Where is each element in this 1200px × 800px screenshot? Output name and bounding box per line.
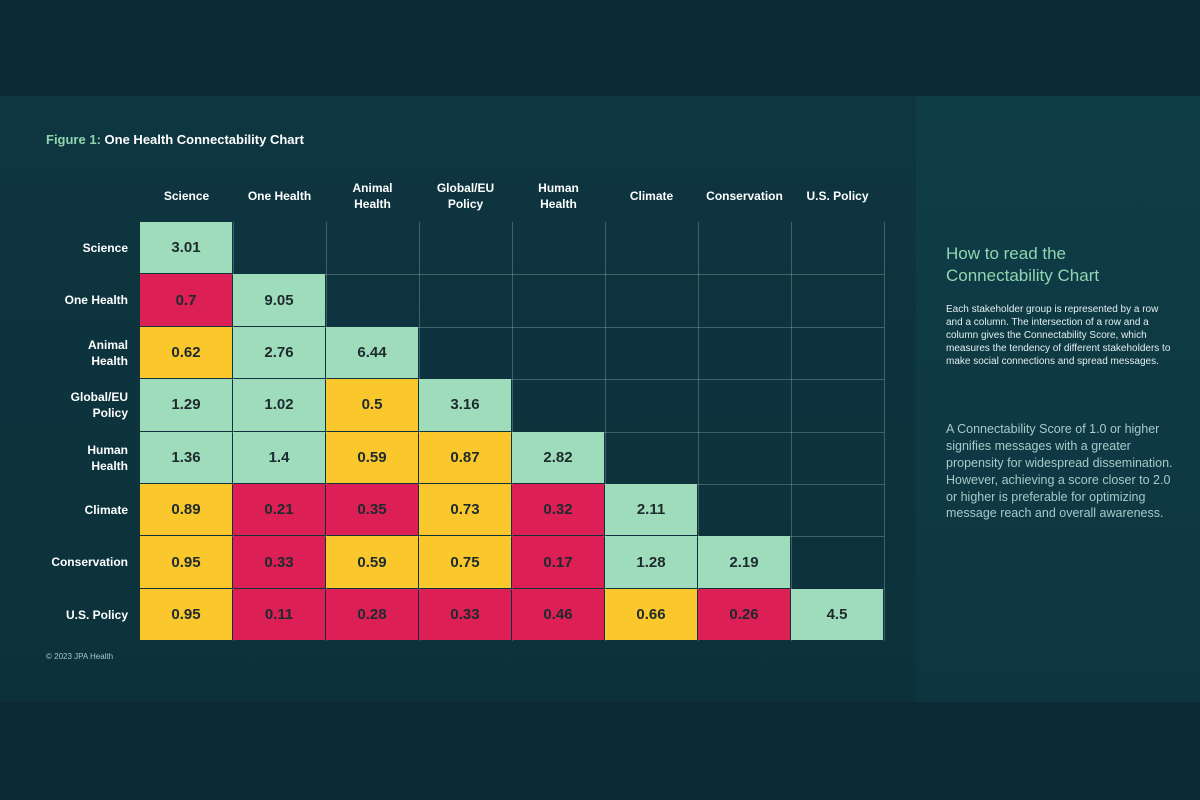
heatmap-cell: 0.59	[326, 431, 418, 483]
heatmap-cell: 0.75	[419, 536, 511, 588]
heatmap-cell: 3.16	[419, 379, 511, 431]
heatmap-cell: 0.95	[140, 536, 232, 588]
figure-title-text: One Health Connectability Chart	[104, 132, 304, 147]
column-header: One Health	[233, 171, 326, 221]
figure-title: Figure 1: One Health Connectability Char…	[46, 132, 304, 147]
heatmap-cell: 0.17	[512, 536, 604, 588]
heatmap-cell: 2.82	[512, 431, 604, 483]
row-header: Global/EU Policy	[40, 379, 136, 431]
grid-line	[884, 222, 885, 642]
heatmap-cell: 0.26	[698, 588, 790, 641]
label-line: Health	[354, 197, 391, 211]
column-header: Climate	[605, 171, 698, 221]
grid-line	[140, 326, 884, 328]
heatmap-cell: 0.87	[419, 431, 511, 483]
row-header: One Health	[40, 274, 136, 326]
label-line: Climate	[84, 503, 128, 518]
column-header: Conservation	[698, 171, 791, 221]
heatmap-cell: 0.21	[233, 484, 325, 536]
row-header: Conservation	[40, 536, 136, 588]
row-header: Science	[40, 222, 136, 274]
heatmap-cell: 0.32	[512, 484, 604, 536]
heatmap-cell: 0.33	[419, 588, 511, 641]
label-line: Policy	[447, 197, 484, 211]
row-header: Human Health	[40, 432, 136, 484]
grid-line	[698, 222, 699, 642]
heatmap-cell: 1.02	[233, 379, 325, 431]
heatmap-cell: 0.11	[233, 588, 325, 641]
label-line: Animal	[87, 337, 128, 352]
label-line: Science	[82, 241, 128, 256]
label-line: Global/EU	[436, 180, 495, 195]
explainer-paragraph-1: Each stakeholder group is represented by…	[946, 304, 1171, 367]
label-line: U.S. Policy	[806, 188, 869, 203]
label-line: Human	[538, 180, 579, 195]
copyright-notice: © 2023 JPA Health	[46, 652, 114, 661]
heatmap-cell: 0.5	[326, 379, 418, 431]
label-line: Animal	[352, 180, 393, 195]
heatmap-cell: 0.62	[140, 326, 232, 379]
heatmap-cell: 0.28	[326, 588, 418, 641]
heatmap-cell: 1.28	[605, 536, 697, 588]
heatmap-cell: 4.5	[791, 588, 883, 641]
heatmap-cell: 1.4	[233, 431, 325, 483]
heatmap-cell: 0.33	[233, 536, 325, 588]
grid-line	[140, 379, 884, 381]
heatmap-cell: 6.44	[326, 326, 418, 379]
heatmap-cell: 0.66	[605, 588, 697, 641]
label-line: Climate	[629, 188, 674, 203]
column-header: Science	[140, 171, 233, 221]
explainer-title: How to read the Connectability Chart	[946, 244, 1100, 285]
label-line: One Health	[64, 293, 128, 308]
label-line: One Health	[247, 188, 312, 203]
explainer-paragraph-2: A Connectability Score of 1.0 or higher …	[946, 422, 1173, 521]
label-line: Policy	[92, 406, 128, 421]
figure-label: Figure 1:	[46, 132, 101, 147]
label-line: Science	[163, 188, 210, 203]
heatmap-cell: 0.7	[140, 274, 232, 326]
grid-line	[140, 274, 884, 276]
heatmap-cell: 1.29	[140, 379, 232, 431]
label-line: Human	[87, 442, 128, 457]
heatmap-cell: 1.36	[140, 431, 232, 483]
row-header: Climate	[40, 484, 136, 536]
heatmap-cell: 0.59	[326, 536, 418, 588]
label-line: Global/EU	[70, 390, 128, 405]
label-line: Health	[540, 197, 577, 211]
column-header: Animal Health	[326, 171, 419, 221]
heatmap-cell: 0.95	[140, 588, 232, 641]
label-line: Conservation	[706, 188, 783, 203]
column-header: Human Health	[512, 171, 605, 221]
label-line: Conservation	[51, 555, 128, 570]
row-header: U.S. Policy	[40, 589, 136, 641]
heatmap-cell: 0.46	[512, 588, 604, 641]
row-header: Animal Health	[40, 327, 136, 379]
heatmap-cell: 3.01	[140, 222, 232, 274]
label-line: Health	[91, 353, 128, 368]
grid-line	[605, 222, 606, 642]
heatmap-cell: 2.19	[698, 536, 790, 588]
explainer-panel	[916, 96, 1200, 702]
column-header: Global/EU Policy	[419, 171, 512, 221]
heatmap-cell: 0.35	[326, 484, 418, 536]
heatmap-cell: 2.76	[233, 326, 325, 379]
heatmap-cell: 0.89	[140, 484, 232, 536]
label-line: U.S. Policy	[65, 607, 128, 622]
heatmap-cell: 9.05	[233, 274, 325, 326]
column-header: U.S. Policy	[791, 171, 884, 221]
heatmap-cell: 2.11	[605, 484, 697, 536]
label-line: Health	[91, 458, 128, 473]
grid-line	[791, 222, 792, 642]
heatmap-cell: 0.73	[419, 484, 511, 536]
